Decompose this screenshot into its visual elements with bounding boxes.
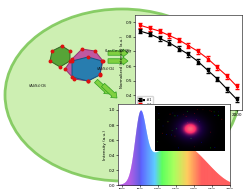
Legend: ■ #1, ■ #2: ■ #1, ■ #2 bbox=[137, 96, 152, 108]
Text: (Al/Si)O$_4$: (Al/Si)O$_4$ bbox=[96, 65, 115, 73]
Text: (Lu,Ce,Sr)O$_6$: (Lu,Ce,Sr)O$_6$ bbox=[104, 47, 131, 55]
FancyArrow shape bbox=[94, 79, 110, 94]
Ellipse shape bbox=[5, 9, 238, 181]
FancyArrow shape bbox=[108, 49, 128, 57]
FancyArrow shape bbox=[108, 57, 128, 65]
Polygon shape bbox=[72, 57, 102, 81]
FancyArrow shape bbox=[101, 83, 116, 98]
Y-axis label: Intensity (a.u.): Intensity (a.u.) bbox=[103, 130, 107, 160]
Polygon shape bbox=[65, 49, 103, 81]
Polygon shape bbox=[50, 46, 70, 67]
Y-axis label: Normalized Intensity (a.u.): Normalized Intensity (a.u.) bbox=[120, 36, 124, 88]
X-axis label: time / (fs): time / (fs) bbox=[178, 118, 198, 122]
Text: (Al/Si)O$_6$: (Al/Si)O$_6$ bbox=[28, 82, 47, 90]
